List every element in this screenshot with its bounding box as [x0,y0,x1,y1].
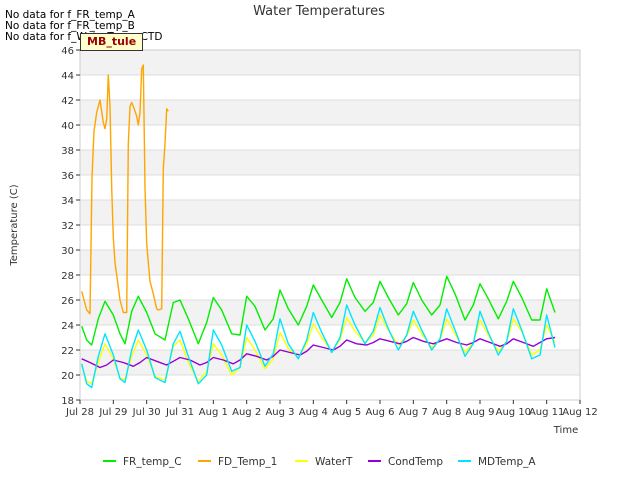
y-tick-label: 20 [61,371,74,382]
x-axis-label: Time [553,425,578,436]
no-data-notice-2: No data for f_FR_temp_B [5,20,135,32]
legend-label: FD_Temp_1 [218,456,277,468]
no-data-notice-1: No data for f_FR_temp_A [5,9,135,21]
y-tick-label: 22 [61,346,74,357]
y-tick-label: 36 [61,171,74,182]
y-tick-label: 38 [61,146,74,157]
series-line-condtemp [81,336,556,369]
site-tag-badge: MB_tule [80,33,144,51]
series-lines [81,64,556,389]
series-line-mdtemp-a [81,304,556,389]
y-tick-label: 18 [61,396,74,407]
x-tick-label: Jul 30 [132,407,161,418]
legend-item-watert: WaterT [295,456,353,468]
plot-background-bands [80,50,580,375]
y-tick-label: 30 [61,246,74,257]
legend-label: MDTemp_A [478,456,536,468]
x-tick-label: Aug 2 [232,407,261,418]
series-line-fr-temp-c [81,275,556,346]
x-tick-label: Aug 3 [265,407,294,418]
x-tick-label: Aug 12 [562,407,597,418]
x-tick-label: Aug 6 [365,407,394,418]
y-tick-label: 40 [61,121,74,132]
x-tick-label: Aug 11 [529,407,564,418]
y-tick-label: 26 [61,296,74,307]
legend: FR_temp_C FD_Temp_1 WaterT CondTemp MDTemp_A [103,456,536,468]
x-tick-label: Jul 29 [98,407,127,418]
legend-label: WaterT [315,456,353,468]
y-tick-label: 44 [61,71,74,82]
y-tick-label: 28 [61,271,74,282]
legend-item-condtemp: CondTemp [368,456,443,468]
x-tick-label: Aug 5 [332,407,361,418]
y-tick-label: 24 [61,321,74,332]
background-band [80,150,580,175]
x-tick-label: Aug 1 [199,407,228,418]
background-band [80,300,580,325]
x-axis-ticks: Jul 28 Jul 29 Jul 30 Jul 31 Aug 1 Aug 2 Aug 3 A… [65,400,598,418]
y-axis-label: Temperature (C) [9,184,20,266]
x-tick-label: Aug 7 [399,407,428,418]
x-tick-label: Aug 4 [299,407,328,418]
background-band [80,350,580,375]
legend-item-mdtemp-a: MDTemp_A [458,456,536,468]
x-tick-label: Aug 10 [496,407,531,418]
x-tick-label: Aug 8 [432,407,461,418]
x-tick-label: Jul 31 [165,407,194,418]
background-band [80,200,580,225]
chart-title: Water Temperatures [253,4,385,19]
background-band [80,100,580,125]
x-tick-label: Jul 28 [65,407,94,418]
series-line-fd-temp-1 [81,64,169,315]
y-tick-label: 34 [61,196,74,207]
legend-item-fr-temp-c: FR_temp_C [103,456,182,468]
legend-item-fd-temp-1: FD_Temp_1 [198,456,277,468]
x-tick-label: Aug 9 [465,407,494,418]
legend-label: FR_temp_C [123,456,182,468]
y-tick-label: 32 [61,221,74,232]
y-tick-label: 42 [61,96,74,107]
background-band [80,250,580,275]
y-tick-label: 46 [61,46,74,57]
y-axis-ticks: 18 20 22 24 26 28 30 32 34 36 38 40 42 44 46 [61,46,80,407]
background-band [80,50,580,75]
legend-label: CondTemp [388,456,443,468]
